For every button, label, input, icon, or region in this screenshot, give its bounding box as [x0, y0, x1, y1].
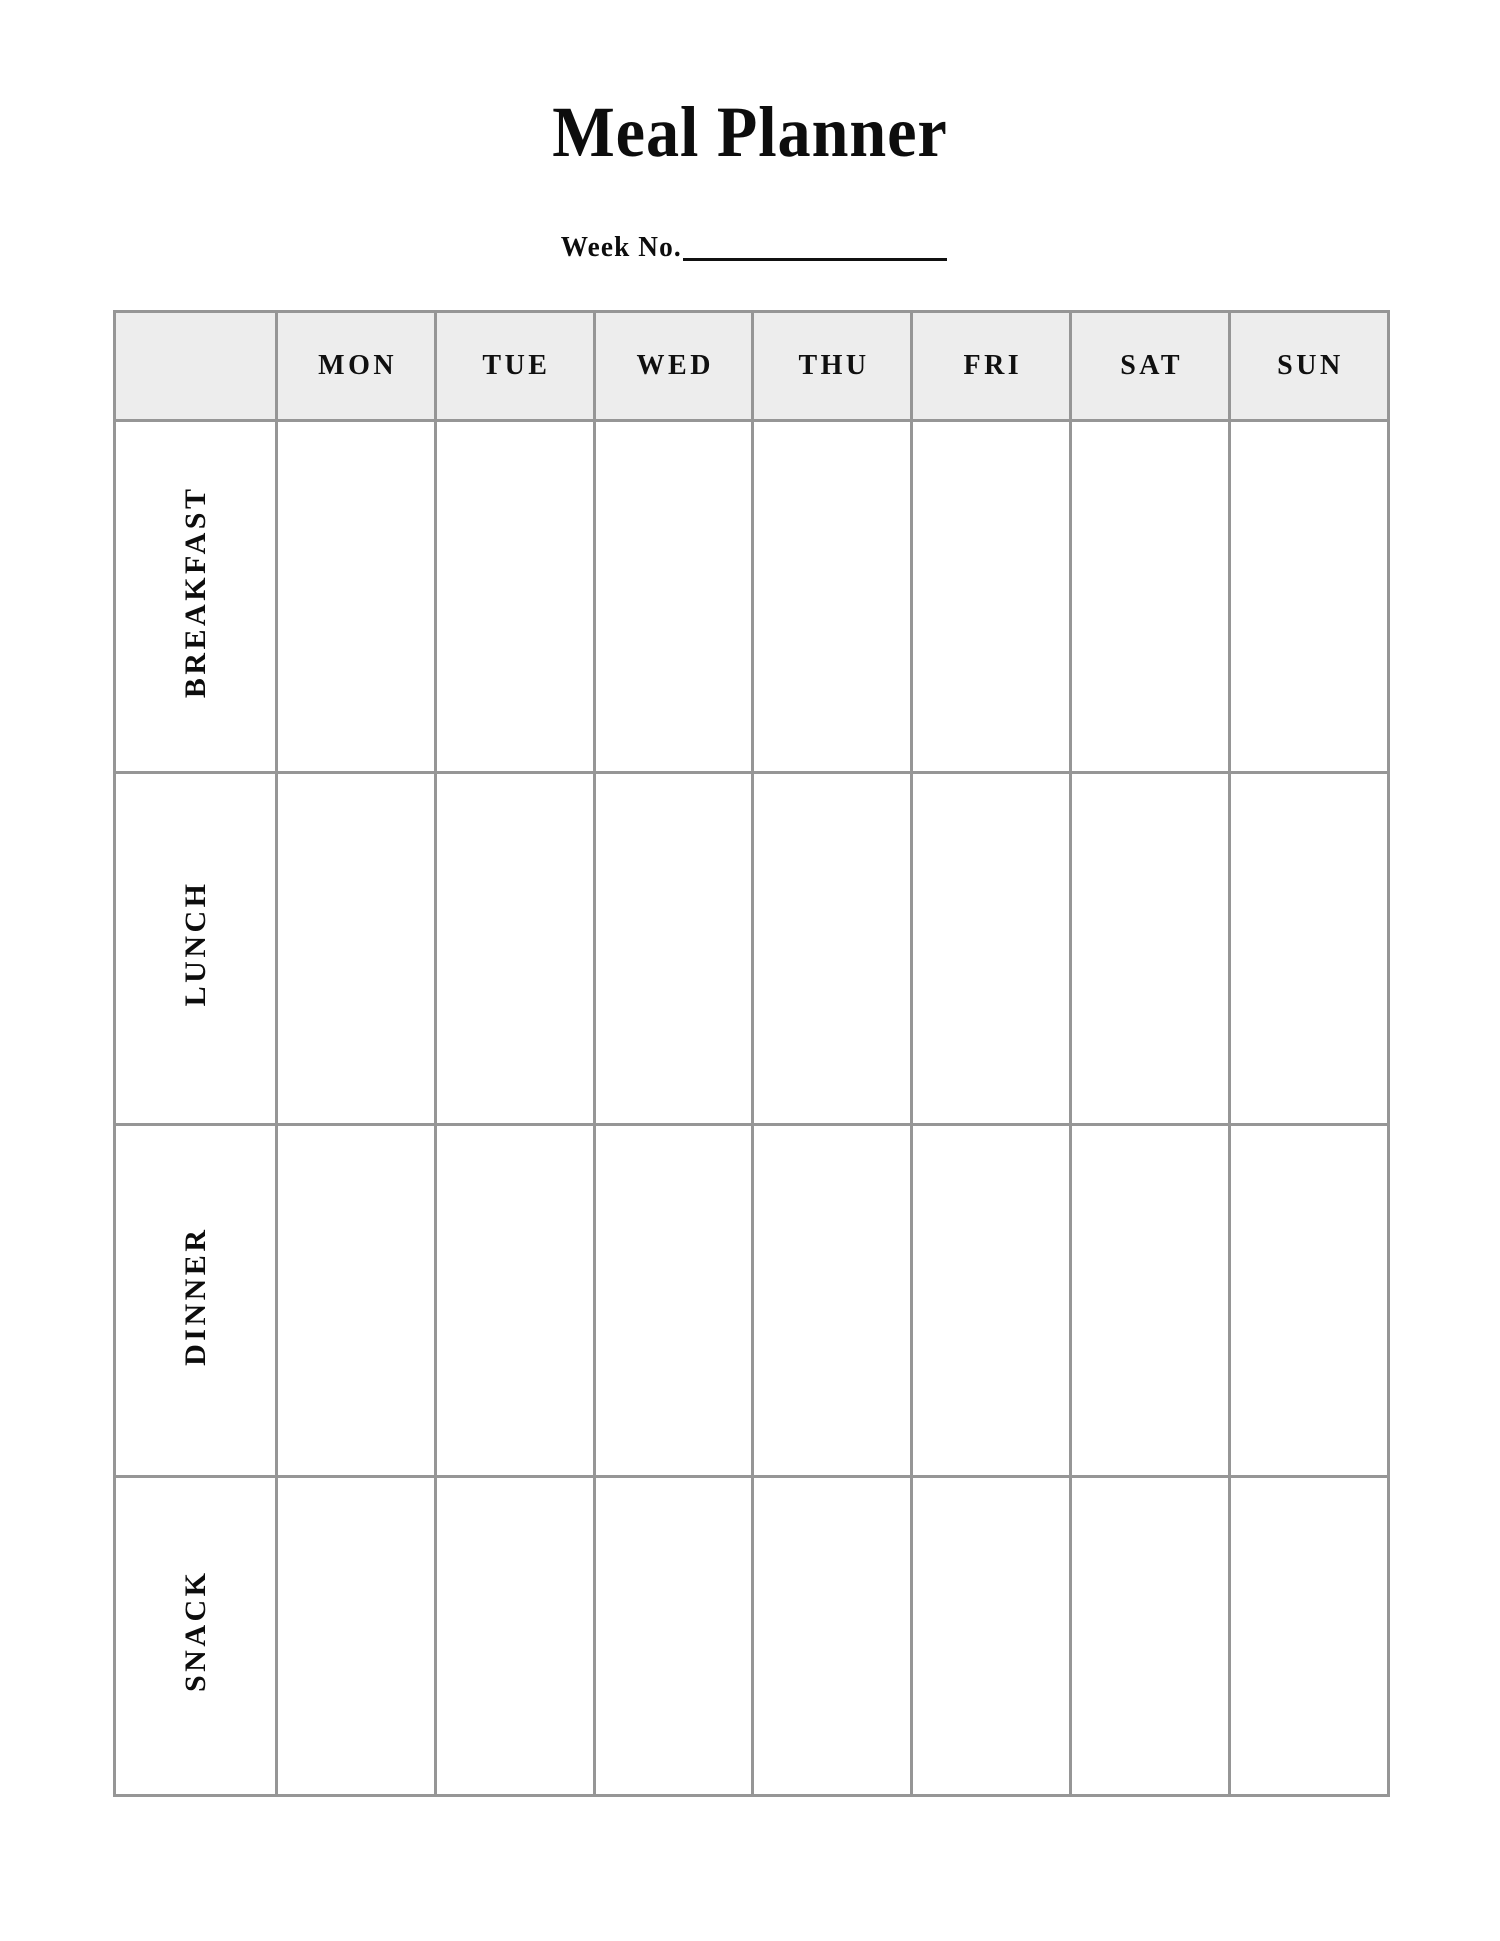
cell-dinner-tue[interactable] — [433, 1123, 596, 1478]
cell-dinner-fri[interactable] — [910, 1123, 1072, 1478]
week-number-row: Week No. — [0, 233, 1500, 264]
cell-lunch-wed[interactable] — [592, 771, 755, 1126]
cell-snack-fri[interactable] — [910, 1475, 1072, 1797]
cell-lunch-sun[interactable] — [1227, 771, 1390, 1126]
header-cell-mon: MON — [275, 310, 437, 422]
page-title: Meal Planner — [552, 92, 948, 172]
header-cell-fri: FRI — [910, 310, 1072, 422]
week-number-input-line[interactable] — [683, 258, 948, 261]
cell-dinner-mon[interactable] — [275, 1123, 437, 1478]
week-number-label: Week No. — [560, 231, 682, 263]
cell-lunch-thu[interactable] — [751, 771, 914, 1126]
day-label-mon: MON — [318, 350, 398, 381]
day-label-sun: SUN — [1277, 350, 1344, 381]
cell-breakfast-mon[interactable] — [275, 419, 437, 774]
cell-lunch-sat[interactable] — [1068, 771, 1231, 1126]
cell-breakfast-sat[interactable] — [1068, 419, 1231, 774]
cell-breakfast-fri[interactable] — [910, 419, 1072, 774]
row-label-breakfast: BREAKFAST — [178, 485, 212, 699]
cell-snack-wed[interactable] — [592, 1475, 755, 1797]
cell-lunch-mon[interactable] — [275, 771, 437, 1126]
header-row: MON TUE WED THU FRI SAT — [113, 310, 1390, 422]
header-corner-cell — [113, 310, 278, 422]
header-cell-sun: SUN — [1227, 310, 1390, 422]
cell-snack-mon[interactable] — [275, 1475, 437, 1797]
meal-row-snack: SNACK — [113, 1475, 1390, 1797]
cell-breakfast-tue[interactable] — [433, 419, 596, 774]
cell-snack-tue[interactable] — [433, 1475, 596, 1797]
cell-lunch-fri[interactable] — [910, 771, 1072, 1126]
header-cell-thu: THU — [751, 310, 914, 422]
header-cell-tue: TUE — [433, 310, 596, 422]
cell-dinner-sun[interactable] — [1227, 1123, 1390, 1478]
meal-row-breakfast: BREAKFAST — [113, 419, 1390, 774]
row-label-cell-dinner: DINNER — [113, 1123, 278, 1478]
row-label-snack: SNACK — [178, 1570, 212, 1693]
cell-breakfast-thu[interactable] — [751, 419, 914, 774]
cell-dinner-sat[interactable] — [1068, 1123, 1231, 1478]
cell-breakfast-wed[interactable] — [592, 419, 755, 774]
cell-lunch-tue[interactable] — [433, 771, 596, 1126]
cell-snack-sun[interactable] — [1227, 1475, 1390, 1797]
planner-table-wrapper: MON TUE WED THU FRI SAT — [113, 310, 1390, 1797]
row-label-cell-breakfast: BREAKFAST — [113, 419, 278, 774]
day-label-fri: FRI — [963, 350, 1023, 381]
cell-dinner-thu[interactable] — [751, 1123, 914, 1478]
meal-row-dinner: DINNER — [113, 1123, 1390, 1478]
day-label-wed: WED — [636, 350, 714, 381]
header-cell-sat: SAT — [1068, 310, 1231, 422]
cell-snack-thu[interactable] — [751, 1475, 914, 1797]
day-label-thu: THU — [798, 350, 870, 381]
day-label-sat: SAT — [1120, 350, 1184, 381]
cell-snack-sat[interactable] — [1068, 1475, 1231, 1797]
table-body: BREAKFAST LUNCH — [113, 419, 1390, 1797]
row-label-cell-snack: SNACK — [113, 1475, 278, 1797]
row-label-dinner: DINNER — [178, 1226, 212, 1366]
day-label-tue: TUE — [482, 350, 551, 381]
row-label-lunch: LUNCH — [178, 881, 212, 1008]
meal-row-lunch: LUNCH — [113, 771, 1390, 1126]
row-label-cell-lunch: LUNCH — [113, 771, 278, 1126]
header-cell-wed: WED — [592, 310, 755, 422]
title-block: Meal Planner — [0, 96, 1500, 168]
cell-dinner-wed[interactable] — [592, 1123, 755, 1478]
meal-planner-table: MON TUE WED THU FRI SAT — [113, 310, 1390, 1797]
table-header: MON TUE WED THU FRI SAT — [113, 310, 1390, 422]
cell-breakfast-sun[interactable] — [1227, 419, 1390, 774]
